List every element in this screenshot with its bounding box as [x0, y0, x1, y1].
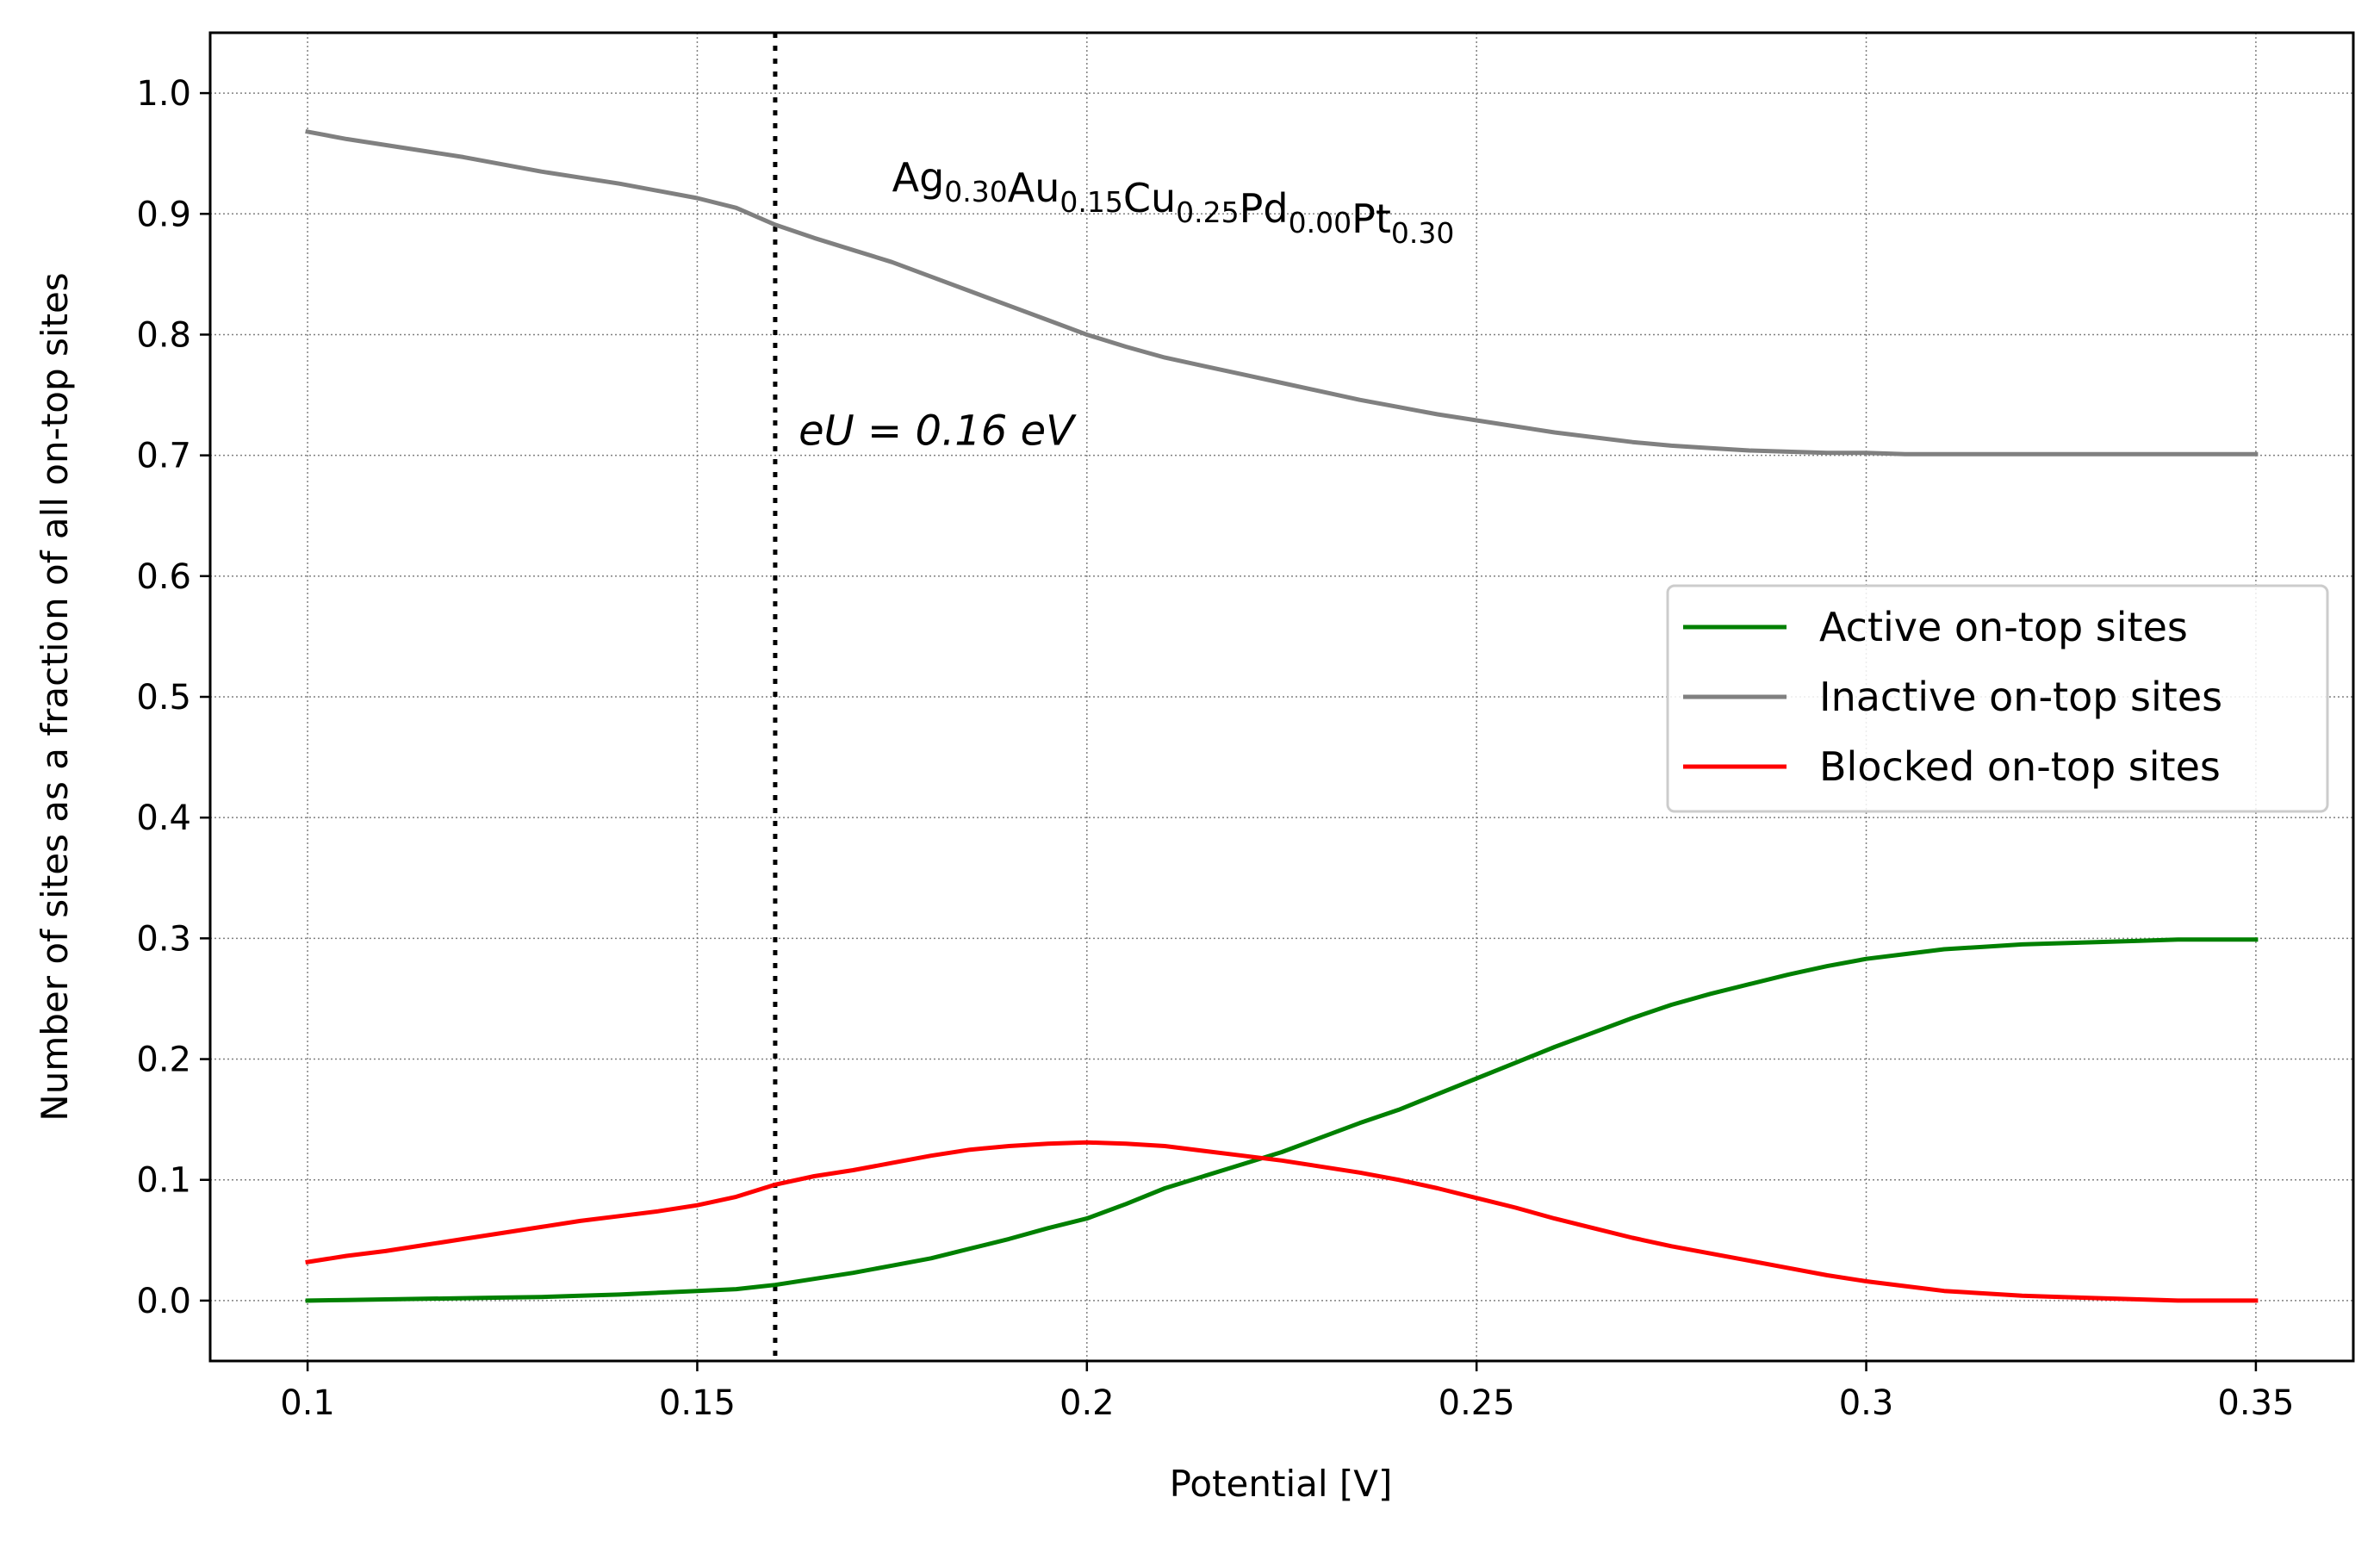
legend-label: Blocked on-top sites [1819, 743, 2221, 790]
x-axis-label: Potential [V] [1170, 1463, 1393, 1505]
y-axis-ticks: 0.0 0.1 0.2 0.3 0.4 0.5 0.6 0.7 0.8 0.9 1.0 [136, 74, 210, 1321]
series-line-1 [305, 128, 2259, 457]
y-tick-label: 0.3 [136, 919, 191, 959]
y-tick-label: 0.6 [136, 557, 191, 597]
y-axis-label: Number of sites as a fraction of all on-… [34, 272, 76, 1121]
legend-label: Active on-top sites [1819, 604, 2188, 650]
x-axis-ticks: 0.1 0.15 0.2 0.25 0.3 0.35 [280, 1361, 2294, 1423]
y-tick-label: 0.1 [136, 1161, 191, 1201]
y-tick-label: 0.7 [136, 437, 191, 476]
composition-subscript: 0.15 [1060, 185, 1122, 219]
x-tick-label: 0.1 [280, 1383, 335, 1423]
series-line-0 [305, 937, 2259, 1303]
composition-subscript: 0.00 [1289, 206, 1352, 239]
series-layer [305, 128, 2259, 1303]
y-tick-label: 0.8 [136, 315, 191, 355]
x-tick-label: 0.35 [2217, 1383, 2294, 1423]
composition-element: Ag [892, 154, 945, 201]
y-tick-label: 0.2 [136, 1041, 191, 1080]
x-tick-label: 0.2 [1060, 1383, 1115, 1423]
y-tick-label: 0.0 [136, 1282, 191, 1321]
y-tick-label: 0.5 [136, 678, 191, 718]
legend: Active on-top sites Inactive on-top sites… [1666, 584, 2329, 813]
x-tick-label: 0.3 [1839, 1383, 1894, 1423]
y-tick-label: 0.9 [136, 195, 191, 234]
composition-element: Pd [1240, 185, 1289, 232]
series-line-2 [305, 1140, 2259, 1303]
composition-subscript: 0.30 [944, 175, 1007, 208]
y-tick-label: 0.4 [136, 798, 191, 838]
composition-element: Cu [1123, 175, 1176, 221]
x-tick-label: 0.25 [1439, 1383, 1515, 1423]
legend-label: Inactive on-top sites [1819, 674, 2222, 720]
composition-element: Pt [1352, 196, 1391, 242]
potential-annotation: eU = 0.16 eV [799, 407, 1077, 456]
composition-element: Au [1008, 165, 1060, 211]
composition-subscript: 0.30 [1391, 216, 1454, 250]
x-tick-label: 0.15 [659, 1383, 736, 1423]
legend-frame [1666, 584, 2329, 813]
composition-label: Ag0.30Au0.15Cu0.25Pd0.00Pt0.30 [892, 154, 1455, 250]
composition-subscript: 0.25 [1176, 196, 1239, 229]
y-tick-label: 1.0 [136, 74, 191, 114]
